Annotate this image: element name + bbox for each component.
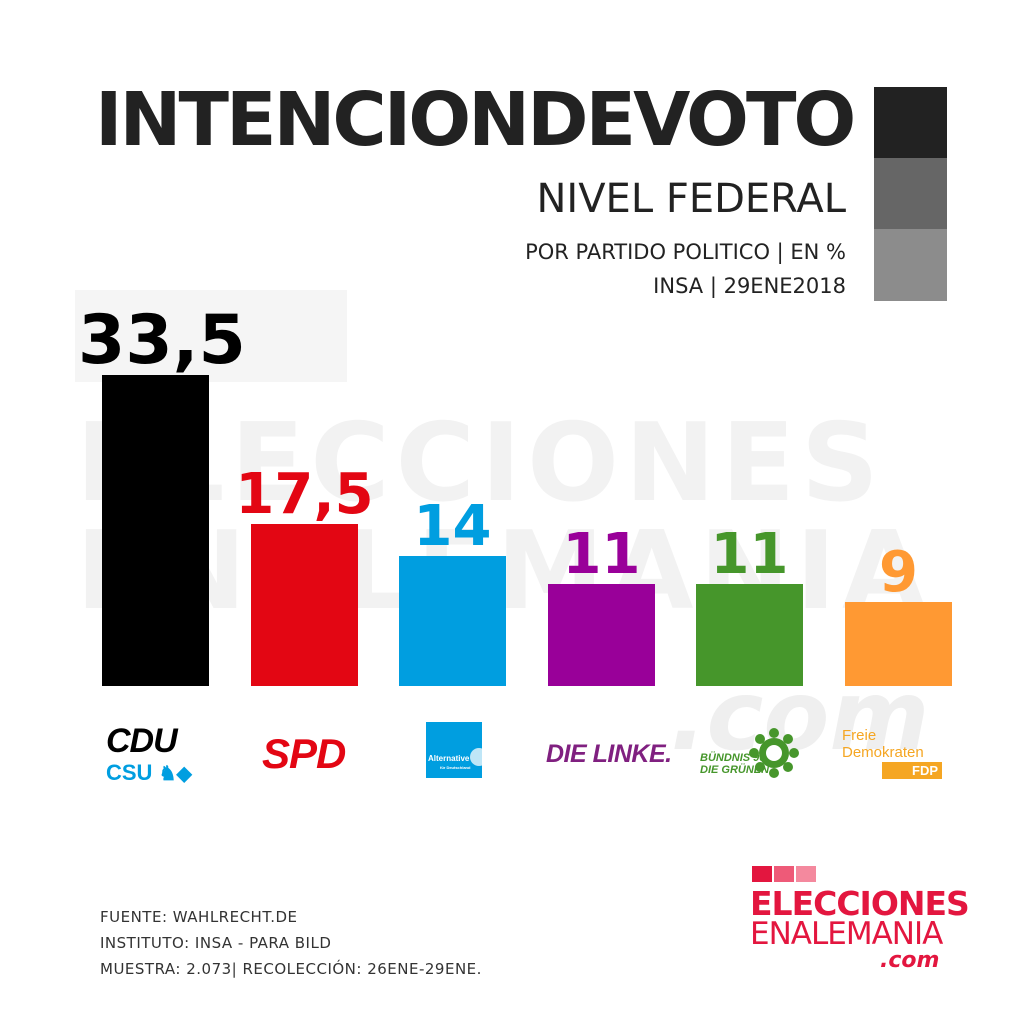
value-label-4: 11 (562, 522, 641, 587)
bar-2 (251, 524, 358, 686)
brand-block-1 (752, 866, 772, 882)
bar-6 (845, 602, 952, 686)
page-title: INTENCIONDEVOTO (95, 77, 856, 163)
bar-5 (696, 584, 803, 686)
spd-logo: SPD (262, 730, 346, 777)
footer-sources: FUENTE: WAHLRECHT.DE INSTITUTO: INSA - P… (100, 908, 482, 986)
brand-block-3 (796, 866, 816, 882)
cdu-logo: CDU (106, 722, 178, 760)
bar-chart: 33,5 17,5 14 11 11 9 (78, 301, 952, 686)
header-stripe-dark (874, 87, 947, 158)
poll-source-date: INSA | 29ENE2018 (653, 274, 846, 298)
bar-4 (548, 584, 655, 686)
fdp-logo: Freie Demokraten FDP (842, 727, 942, 779)
value-label-6: 9 (879, 540, 918, 605)
footer-sample: MUESTRA: 2.073| RECOLECCIÓN: 26ENE-29ENE… (100, 960, 482, 978)
fdp-logo-badge: FDP (882, 762, 942, 779)
gruene-logo-line-2: DIE GRÜNEN (700, 764, 770, 776)
bar-1 (102, 375, 209, 686)
linke-logo: DIE LINKE. (546, 740, 672, 768)
csu-logo: CSU ♞◆ (106, 760, 192, 786)
footer-institute: INSTITUTO: INSA - PARA BILD (100, 934, 332, 952)
fdp-logo-line-1: Freie (842, 727, 877, 744)
value-label-background (75, 290, 347, 382)
brand-line-3: .com (880, 948, 940, 973)
chart-detail: POR PARTIDO POLITICO | EN % (525, 240, 846, 264)
brand-block-2 (774, 866, 794, 882)
csu-lion-icon: ♞◆ (158, 763, 192, 785)
afd-logo: Alternative für Deutschland (426, 722, 482, 778)
gruene-logo-line-1: BÜNDNIS 90 (700, 752, 766, 764)
header-stripe-mid (874, 158, 947, 229)
footer-source: FUENTE: WAHLRECHT.DE (100, 908, 298, 926)
value-label-2: 17,5 (235, 462, 374, 527)
afd-logo-line-1: Alternative (428, 754, 470, 763)
brand-color-bar (752, 866, 818, 887)
brand-line-2: ENALEMANIA (750, 916, 943, 952)
afd-logo-line-2: für Deutschland (440, 765, 471, 770)
watermark-line-1: ELECCIONES (76, 401, 885, 526)
value-label-1: 33,5 (78, 301, 246, 380)
gruene-logo-text: BÜNDNIS 90 DIE GRÜNEN (700, 752, 769, 776)
subtitle: NIVEL FEDERAL (536, 176, 846, 222)
bar-3 (399, 556, 506, 686)
fdp-logo-line-2: Demokraten (842, 744, 924, 761)
value-label-5: 11 (710, 522, 789, 587)
brand-line-1: ELECCIONES (750, 884, 970, 923)
header-stripe-light (874, 229, 947, 301)
sunflower-icon (749, 728, 799, 778)
value-label-3: 14 (413, 494, 492, 559)
csu-logo-text: CSU (106, 760, 153, 785)
afd-arrow-icon (470, 748, 482, 766)
